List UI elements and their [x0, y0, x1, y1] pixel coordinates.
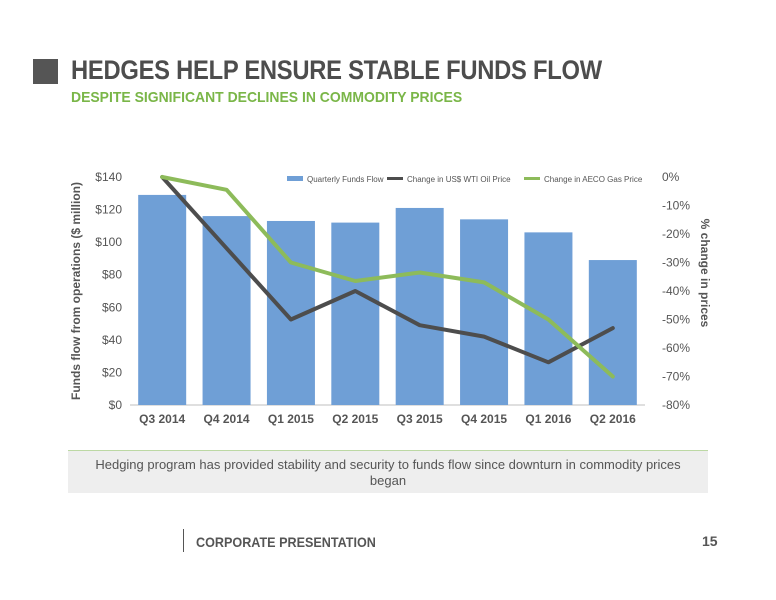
bar [588, 260, 637, 405]
y2-tick-label: -60% [662, 341, 690, 355]
slide-subtitle: DESPITE SIGNIFICANT DECLINES IN COMMODIT… [71, 89, 463, 106]
x-tick-label: Q3 2015 [397, 412, 443, 426]
wti-line [160, 175, 615, 365]
x-tick-label: Q1 2015 [268, 412, 314, 426]
legend-label: Quarterly Funds Flow [307, 175, 384, 184]
page-number: 15 [702, 533, 718, 549]
callout-text: Hedging program has provided stability a… [95, 457, 681, 488]
y2-tick-label: 0% [662, 170, 680, 184]
y-tick-label: $60 [102, 300, 122, 314]
y2-tick-label: -40% [662, 284, 690, 298]
bar [460, 219, 509, 405]
y2-tick-label: -80% [662, 398, 690, 412]
x-tick-label: Q3 2014 [139, 412, 185, 426]
slide-title: HEDGES HELP ENSURE STABLE FUNDS FLOW [71, 55, 602, 85]
x-tick-label: Q1 2016 [525, 412, 571, 426]
x-tick-label: Q2 2015 [332, 412, 378, 426]
y-tick-label: $120 [95, 203, 122, 217]
y2-tick-label: -10% [662, 199, 690, 213]
y-tick-label: $40 [102, 333, 122, 347]
y2-tick-label: -50% [662, 313, 690, 327]
footer-divider [183, 529, 184, 552]
y2-tick-label: -20% [662, 227, 690, 241]
legend-label: Change in AECO Gas Price [544, 175, 643, 184]
title-marker [33, 59, 58, 84]
y-tick-label: $20 [102, 365, 122, 379]
bar [395, 207, 444, 405]
bar [331, 222, 380, 405]
y-tick-label: $140 [95, 170, 122, 184]
y2-tick-label: -30% [662, 256, 690, 270]
x-tick-label: Q4 2014 [204, 412, 250, 426]
legend-label: Change in US$ WTI Oil Price [407, 175, 511, 184]
aeco-line [160, 175, 615, 379]
bar [138, 194, 187, 405]
y-tick-label: $100 [95, 235, 122, 249]
y-axis-title: Funds flow from operations ($ million) [69, 182, 83, 400]
x-tick-label: Q2 2016 [590, 412, 636, 426]
y-tick-label: $80 [102, 268, 122, 282]
y2-axis-title: % change in prices [698, 219, 712, 328]
y2-tick-label: -70% [662, 370, 690, 384]
bar [202, 216, 251, 405]
callout-box: Hedging program has provided stability a… [68, 450, 708, 493]
legend-swatch [287, 176, 303, 181]
footer-label: CORPORATE PRESENTATION [196, 534, 376, 550]
x-tick-label: Q4 2015 [461, 412, 507, 426]
y-tick-label: $0 [109, 398, 123, 412]
